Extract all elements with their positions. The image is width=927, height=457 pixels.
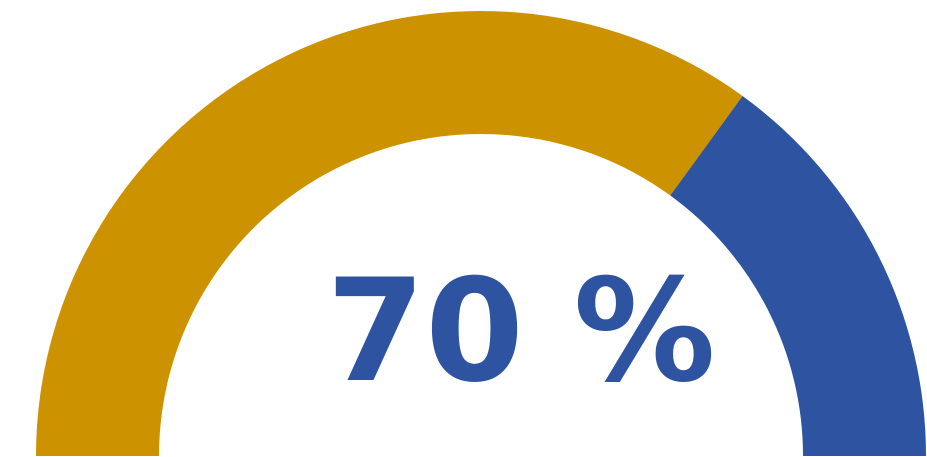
gauge-remaining-arc xyxy=(670,95,926,457)
gauge-filled-arc xyxy=(36,10,743,456)
gauge-value-label: 70 % xyxy=(326,249,715,414)
